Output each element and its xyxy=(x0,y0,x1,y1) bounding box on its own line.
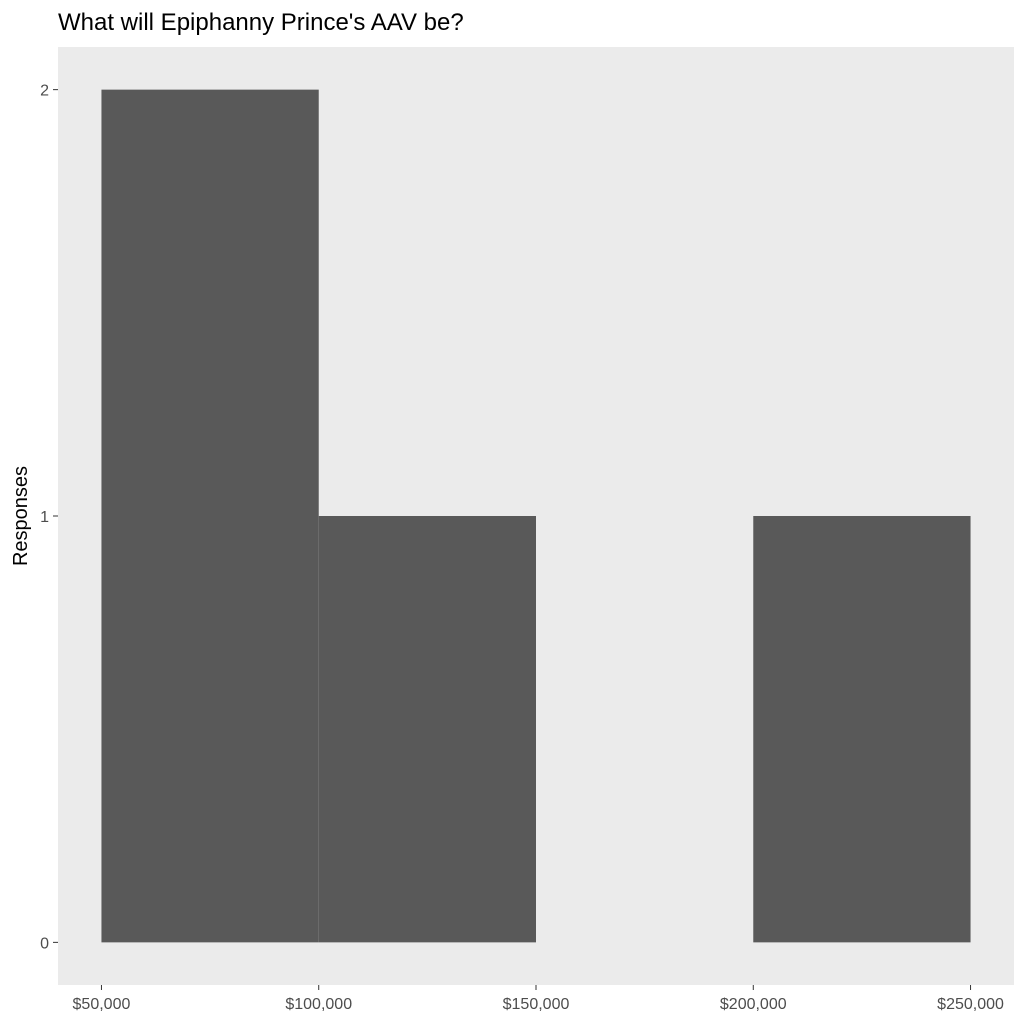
x-tick-label-3: $200,000 xyxy=(720,996,787,1013)
histogram-bar-0 xyxy=(101,89,319,943)
y-tick-label-1: 1 xyxy=(40,509,49,526)
bars-group xyxy=(101,89,971,943)
x-tick-label-2: $150,000 xyxy=(503,996,570,1013)
histogram-bar-3 xyxy=(753,516,971,943)
y-axis: 0 1 2 xyxy=(40,83,58,952)
y-axis-title: Responses xyxy=(10,466,32,566)
x-axis: $50,000 $100,000 $150,000 $200,000 $250,000 xyxy=(73,985,1004,1013)
histogram-bar-1 xyxy=(318,516,536,943)
x-tick-label-0: $50,000 xyxy=(73,996,131,1013)
chart-title: What will Epiphanny Prince's AAV be? xyxy=(58,9,464,36)
x-tick-label-4: $250,000 xyxy=(937,996,1004,1013)
x-tick-label-1: $100,000 xyxy=(285,996,352,1013)
y-tick-label-2: 2 xyxy=(40,83,49,100)
y-tick-label-0: 0 xyxy=(40,935,49,952)
